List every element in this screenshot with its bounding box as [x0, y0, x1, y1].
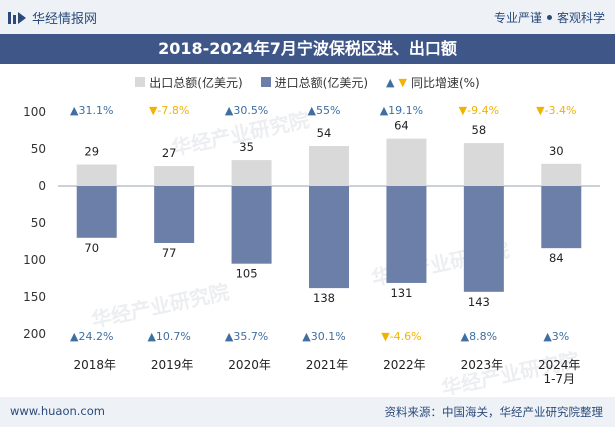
import-value-label: 143	[468, 295, 490, 309]
export-value-label: 29	[84, 145, 99, 159]
y-tick-label: 200	[23, 327, 46, 341]
tagline-left: 专业严谨	[493, 11, 542, 25]
import-growth-label: ▲24.2%	[70, 330, 113, 343]
import-value-label: 131	[390, 286, 412, 300]
export-growth-label: ▼-7.8%	[149, 104, 189, 117]
import-bar	[541, 186, 582, 249]
import-growth-label: ▲10.7%	[147, 330, 190, 343]
export-growth-label: ▲30.5%	[225, 104, 268, 117]
legend-import: 进口总额(亿美元)	[260, 74, 369, 91]
import-growth-label: ▼-4.6%	[381, 330, 421, 343]
export-value-label: 35	[239, 140, 254, 154]
import-bar	[309, 186, 349, 289]
x-category-label: 1-7月	[543, 372, 575, 386]
export-value-label: 58	[472, 123, 487, 137]
down-triangle-icon: ▼	[398, 75, 407, 89]
x-category-label: 2021年	[306, 358, 349, 372]
export-growth-label: ▼-3.4%	[536, 104, 576, 117]
tagline: 专业严谨 客观科学	[494, 9, 605, 26]
export-bar	[463, 143, 504, 186]
import-value-label: 84	[549, 251, 564, 265]
x-category-label: 2022年	[383, 358, 426, 372]
up-triangle-icon: ▲	[386, 75, 395, 89]
legend-growth: ▲ ▼ 同比增速(%)	[386, 74, 480, 91]
y-tick-label: 50	[31, 216, 46, 230]
export-bar	[76, 164, 117, 186]
legend-growth-label: 同比增速(%)	[410, 75, 480, 90]
x-category-label: 2020年	[228, 358, 271, 372]
y-tick-label: 0	[38, 179, 46, 193]
export-growth-label: ▲31.1%	[70, 104, 113, 117]
x-category-label: 2024年	[538, 358, 581, 372]
x-category-label: 2018年	[73, 358, 116, 372]
export-value-label: 27	[162, 146, 177, 160]
bar-chart: 100 50 0 50 100 150 200 29 70 ▲31.1% ▲24.2% 2018年 27…	[23, 104, 600, 386]
import-bar	[76, 186, 117, 238]
tagline-right: 客观科学	[556, 11, 605, 25]
export-value-label: 54	[317, 126, 332, 140]
import-bar	[463, 186, 504, 292]
legend-import-swatch	[260, 77, 271, 87]
export-bar	[541, 163, 582, 186]
footer-website[interactable]: www.huaon.com	[10, 404, 105, 418]
import-value-label: 70	[84, 241, 99, 255]
legend-export-label: 出口总额(亿美元)	[149, 75, 243, 90]
y-tick-label: 150	[23, 290, 46, 304]
import-value-label: 138	[313, 291, 335, 305]
y-tick-label: 100	[23, 105, 46, 119]
legend-import-label: 进口总额(亿美元)	[274, 75, 369, 90]
export-growth-label: ▲19.1%	[380, 104, 423, 117]
brand-name: 华经情报网	[32, 12, 98, 27]
import-growth-label: ▲8.8%	[461, 330, 497, 343]
import-bar	[231, 186, 272, 264]
import-growth-label: ▲3%	[543, 330, 569, 343]
x-category-label: 2023年	[461, 358, 504, 372]
export-value-label: 64	[394, 119, 409, 133]
brand: 华经情报网	[8, 8, 97, 27]
export-bar	[386, 138, 427, 186]
import-growth-label: ▲30.1%	[302, 330, 345, 343]
header-bar: 华经情报网 专业严谨 客观科学	[0, 0, 615, 34]
legend-export: 出口总额(亿美元)	[135, 74, 243, 91]
export-bar	[154, 166, 195, 186]
chart-legend: 出口总额(亿美元) 进口总额(亿美元) ▲ ▼ 同比增速(%)	[0, 72, 615, 92]
export-growth-label: ▼-9.4%	[459, 104, 499, 117]
import-value-label: 105	[236, 267, 258, 281]
export-bar	[231, 160, 272, 186]
footer-bar: www.huaon.com 资料来源：中国海关，华经产业研究院整理	[0, 397, 615, 427]
import-bar	[154, 186, 195, 243]
x-category-label: 2019年	[151, 358, 194, 372]
huajing-logo-icon	[8, 11, 26, 24]
y-tick-label: 50	[31, 142, 46, 156]
import-value-label: 77	[162, 246, 177, 260]
chart-title: 2018-2024年7月宁波保税区进、出口额	[0, 34, 615, 64]
separator-dot-icon	[546, 15, 552, 20]
legend-export-swatch	[135, 77, 146, 87]
y-tick-label: 100	[23, 253, 46, 267]
footer-source: 资料来源：中国海关，华经产业研究院整理	[384, 405, 604, 419]
export-value-label: 30	[549, 144, 564, 158]
import-growth-label: ▲35.7%	[225, 330, 268, 343]
export-bar	[309, 146, 349, 186]
export-growth-label: ▲55%	[308, 104, 341, 117]
import-bar	[386, 186, 427, 283]
